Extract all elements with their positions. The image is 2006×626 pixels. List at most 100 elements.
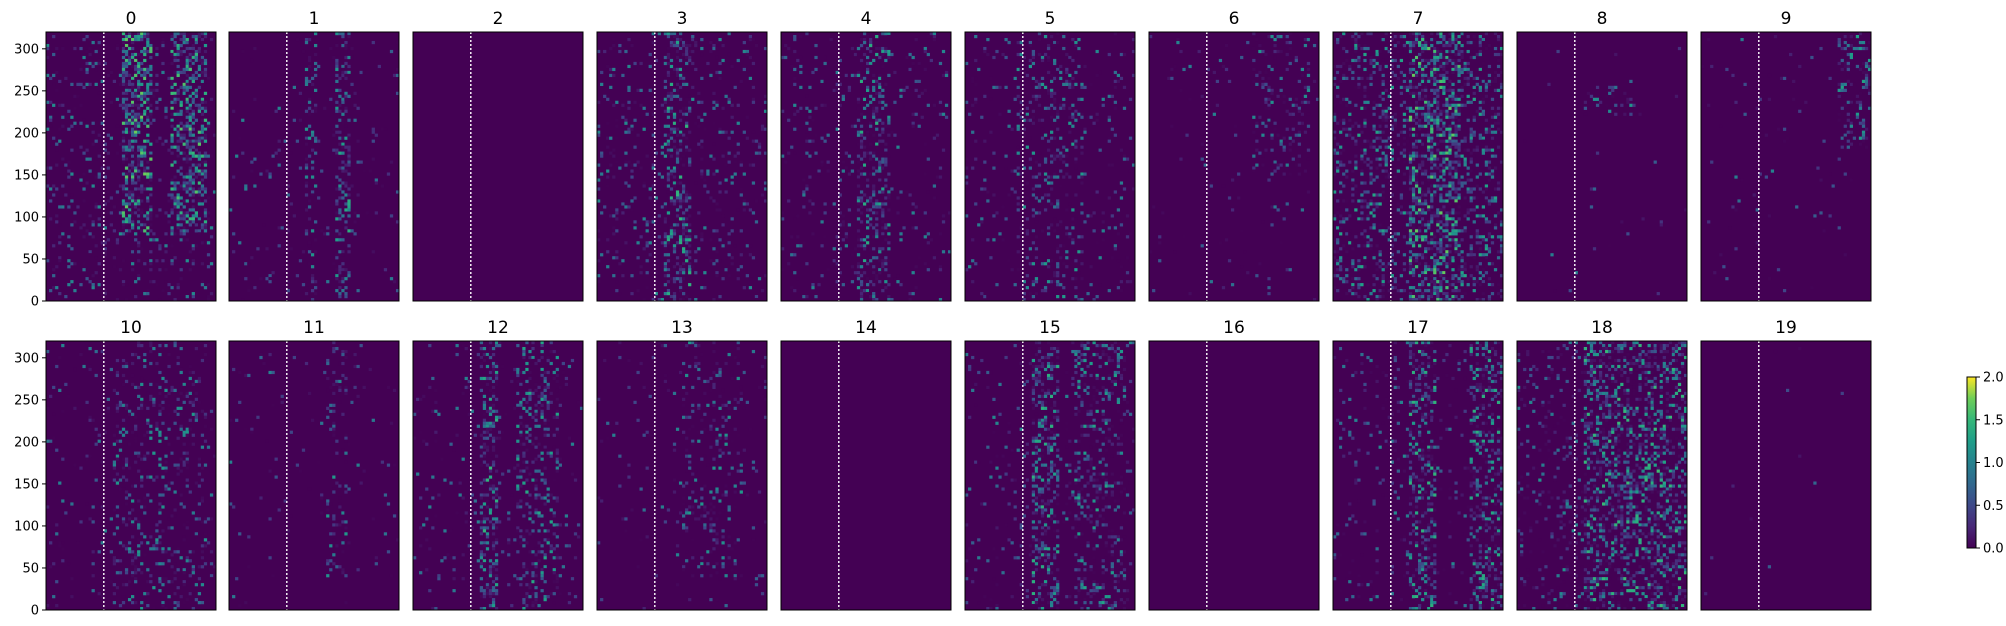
heatmap-cell bbox=[672, 229, 677, 233]
heatmap-cell bbox=[1357, 82, 1361, 86]
heatmap-cell bbox=[648, 253, 652, 257]
heatmap-cell bbox=[977, 223, 981, 227]
heatmap-cell bbox=[1445, 127, 1449, 131]
heatmap-cell bbox=[1270, 205, 1274, 209]
heatmap-cell bbox=[923, 235, 927, 239]
heatmap-cell bbox=[140, 199, 144, 203]
heatmap-cell bbox=[757, 142, 762, 146]
heatmap-cell bbox=[989, 97, 993, 101]
heatmap-cell bbox=[1454, 61, 1458, 66]
heatmap-cell bbox=[353, 103, 357, 107]
heatmap-cell bbox=[609, 214, 613, 218]
heatmap-cell bbox=[197, 172, 202, 176]
heatmap-cell bbox=[335, 229, 339, 233]
heatmap-cell bbox=[1360, 166, 1364, 170]
heatmap-cell bbox=[1478, 40, 1482, 45]
heatmap-cell bbox=[745, 115, 749, 119]
heatmap-cell bbox=[802, 190, 806, 194]
heatmap-cell bbox=[841, 283, 845, 287]
heatmap-cell bbox=[359, 70, 363, 75]
heatmap-cell bbox=[1384, 115, 1388, 119]
heatmap-cell bbox=[137, 130, 141, 134]
heatmap-cell bbox=[878, 280, 882, 284]
heatmap-cell bbox=[88, 61, 92, 66]
heatmap-cell bbox=[49, 76, 53, 81]
heatmap-cell bbox=[182, 181, 186, 185]
heatmap-cell bbox=[669, 298, 674, 302]
heatmap-cell bbox=[73, 46, 77, 51]
heatmap-cell bbox=[1436, 91, 1440, 95]
heatmap-cell bbox=[347, 172, 351, 176]
heatmap-cell bbox=[1445, 55, 1449, 60]
heatmap-cell bbox=[748, 163, 753, 167]
heatmap-cell bbox=[1258, 43, 1262, 48]
heatmap-cell bbox=[1062, 154, 1066, 158]
heatmap-cell bbox=[1463, 64, 1467, 69]
heatmap-cell bbox=[127, 118, 132, 122]
heatmap-cell bbox=[875, 232, 879, 236]
heatmap-cell bbox=[182, 67, 186, 72]
heatmap-cell bbox=[268, 277, 272, 281]
heatmap-cell bbox=[875, 52, 879, 57]
heatmap-cell bbox=[600, 229, 604, 233]
heatmap-cell bbox=[672, 202, 677, 206]
heatmap-cell bbox=[1059, 70, 1063, 75]
heatmap-cell bbox=[630, 292, 634, 296]
heatmap-cell bbox=[730, 262, 734, 266]
heatmap-cell bbox=[624, 55, 628, 60]
heatmap-cell bbox=[131, 268, 135, 272]
heatmap-cell bbox=[1043, 34, 1048, 39]
heatmap-cell bbox=[1421, 91, 1425, 95]
heatmap-cell bbox=[878, 160, 882, 164]
heatmap-cell bbox=[70, 280, 74, 284]
heatmap-cell bbox=[1034, 220, 1039, 224]
heatmap-cell bbox=[1270, 91, 1274, 95]
heatmap-cell bbox=[161, 259, 165, 263]
heatmap-cell bbox=[896, 211, 900, 215]
heatmap-cell bbox=[149, 79, 153, 84]
heatmap-cell bbox=[862, 106, 867, 110]
heatmap-cell bbox=[1433, 142, 1437, 146]
heatmap-cell bbox=[1040, 196, 1045, 200]
heatmap-cell bbox=[1074, 166, 1078, 170]
heatmap-cell bbox=[1405, 55, 1410, 60]
heatmap-cell bbox=[70, 247, 74, 251]
heatmap-cell bbox=[100, 241, 104, 245]
heatmap-cell bbox=[341, 280, 345, 284]
heatmap-cell bbox=[1270, 88, 1274, 92]
heatmap-cell bbox=[884, 103, 888, 107]
heatmap-cell bbox=[688, 256, 692, 260]
heatmap-cell bbox=[389, 49, 394, 54]
heatmap-cell bbox=[1381, 94, 1385, 98]
heatmap-cell bbox=[986, 190, 990, 194]
heatmap-cell bbox=[760, 124, 765, 128]
heatmap-cell bbox=[1025, 73, 1029, 78]
heatmap-cell bbox=[669, 169, 674, 173]
heatmap-cell bbox=[170, 232, 174, 236]
heatmap-cell bbox=[149, 64, 153, 69]
heatmap-cell bbox=[1062, 97, 1066, 101]
heatmap-cell bbox=[173, 97, 177, 101]
heatmap-cell bbox=[1457, 169, 1461, 173]
heatmap-cell bbox=[1059, 223, 1063, 227]
heatmap-cell bbox=[1040, 262, 1045, 266]
heatmap-cell bbox=[176, 130, 180, 134]
heatmap-cell bbox=[682, 154, 686, 158]
heatmap-cell bbox=[1016, 151, 1020, 155]
heatmap-cell bbox=[1484, 94, 1489, 98]
heatmap-cell bbox=[796, 58, 800, 63]
heatmap-cell bbox=[911, 61, 915, 66]
heatmap-cell bbox=[179, 67, 183, 72]
heatmap-cell bbox=[1405, 88, 1410, 92]
heatmap-cell bbox=[977, 67, 981, 72]
heatmap-cell bbox=[1004, 85, 1008, 89]
heatmap-cell bbox=[875, 46, 879, 51]
heatmap-cell bbox=[730, 229, 734, 233]
heatmap-cell bbox=[666, 220, 671, 224]
heatmap-cell bbox=[1427, 121, 1431, 125]
heatmap-cell bbox=[70, 193, 74, 197]
heatmap-cell bbox=[1469, 73, 1473, 78]
heatmap-cell bbox=[1381, 79, 1385, 84]
heatmap-cell bbox=[1414, 169, 1419, 173]
heatmap-cell bbox=[1499, 32, 1504, 36]
